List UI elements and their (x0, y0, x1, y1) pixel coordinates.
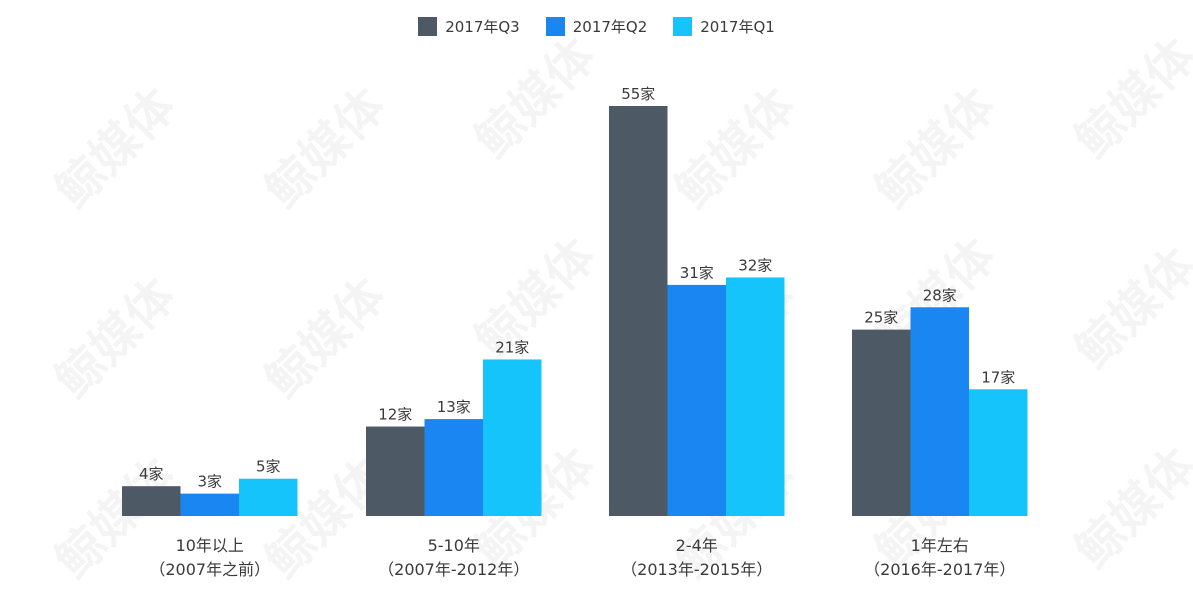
legend-swatch-q1 (673, 17, 693, 36)
data-label: 28家 (923, 286, 957, 304)
category-label: 1年左右 (911, 536, 969, 555)
bar (667, 284, 726, 516)
bar (239, 478, 298, 516)
data-label: 32家 (738, 256, 772, 274)
data-label: 12家 (378, 406, 412, 424)
data-label: 25家 (864, 309, 898, 327)
bar (180, 493, 239, 516)
data-label: 21家 (495, 338, 529, 356)
bar (852, 329, 911, 516)
data-label: 31家 (680, 264, 714, 282)
legend-item-q1: 2017年Q1 (673, 16, 775, 37)
category-label: 2-4年 (676, 536, 718, 555)
legend-item-q3: 2017年Q3 (418, 16, 520, 37)
category-sublabel: （2013年-2015年） (621, 560, 772, 579)
bar (122, 486, 181, 516)
legend-label-q1: 2017年Q1 (700, 18, 775, 36)
legend: 2017年Q3 2017年Q2 2017年Q1 (0, 16, 1193, 37)
legend-swatch-q2 (545, 17, 565, 36)
bar (366, 426, 425, 516)
bar (910, 307, 969, 516)
data-label: 55家 (621, 85, 655, 103)
category-label: 5-10年 (428, 536, 480, 555)
category-sublabel: （2007年-2012年） (378, 560, 529, 579)
legend-label-q3: 2017年Q3 (445, 18, 520, 36)
legend-swatch-q3 (418, 17, 438, 36)
data-label: 4家 (139, 465, 164, 483)
bar (969, 389, 1028, 516)
data-label: 5家 (256, 458, 281, 476)
bar (483, 359, 542, 516)
data-label: 13家 (437, 398, 471, 416)
category-sublabel: （2007年之前） (149, 560, 270, 579)
bar (726, 277, 785, 516)
legend-label-q2: 2017年Q2 (572, 18, 648, 36)
data-label: 3家 (197, 473, 222, 491)
bar (609, 106, 668, 516)
data-label: 17家 (981, 368, 1015, 386)
legend-item-q2: 2017年Q2 (545, 16, 648, 37)
category-label: 10年以上 (176, 536, 244, 555)
bar (424, 419, 483, 516)
category-sublabel: （2016年-2017年） (864, 560, 1015, 579)
